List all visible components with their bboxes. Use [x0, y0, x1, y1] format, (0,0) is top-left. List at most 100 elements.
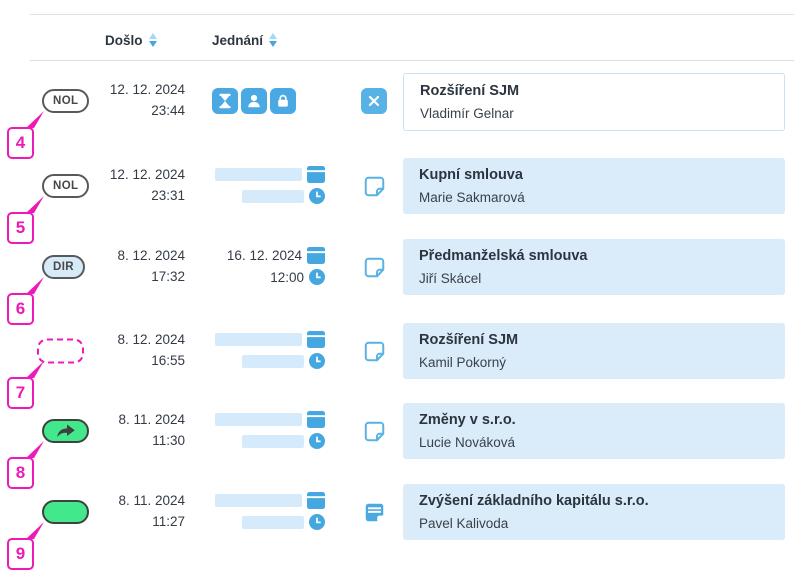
calendar-icon — [307, 410, 325, 428]
annotation-tail — [25, 522, 45, 539]
empty-badge-slot[interactable] — [37, 338, 84, 364]
case-title: Rozšíření SJM — [420, 83, 520, 99]
clock-icon — [309, 188, 325, 204]
clock-icon — [309, 353, 325, 369]
annotation-tail — [25, 361, 45, 378]
clock-icon — [309, 433, 325, 449]
case-person: Kamil Pokorný — [419, 355, 507, 370]
top-divider — [30, 14, 794, 15]
case-title: Zvýšení základního kapitálu s.r.o. — [419, 493, 649, 509]
hourglass-icon — [219, 93, 231, 109]
hourglass-button[interactable] — [212, 88, 238, 114]
column-header-jednani[interactable]: Jednání — [212, 30, 278, 50]
lock-icon — [278, 94, 288, 107]
case-card[interactable]: Rozšíření SJM Kamil Pokorný — [403, 323, 785, 379]
case-title: Změny v s.r.o. — [419, 412, 516, 428]
calendar-icon — [307, 165, 325, 183]
annotation-tail — [25, 277, 45, 294]
case-title: Rozšíření SJM — [419, 332, 519, 348]
case-person: Lucie Nováková — [419, 435, 516, 450]
annotation-marker-4: 4 — [7, 127, 34, 159]
hearing-actions — [212, 88, 296, 114]
annotation-marker-6: 6 — [7, 293, 34, 325]
annotation-marker-8: 8 — [7, 457, 34, 489]
row-action — [352, 484, 396, 540]
user-icon — [248, 94, 260, 108]
received-time: 11:30 — [152, 433, 185, 448]
hearing-placeholder — [212, 163, 325, 207]
clock-icon — [309, 514, 325, 530]
table-row: NOL 5 12. 12. 2024 23:31 Kupní smlouva M… — [0, 158, 800, 244]
received-datetime: 8. 12. 2024 17:32 — [80, 245, 185, 287]
received-date: 12. 12. 2024 — [109, 82, 185, 97]
badge-label: NOL — [53, 95, 79, 107]
received-datetime: 8. 11. 2024 11:30 — [80, 409, 185, 451]
status-badge-nol[interactable]: NOL — [42, 89, 90, 113]
annotation-number: 6 — [15, 299, 26, 318]
sort-desc-icon — [269, 41, 278, 47]
annotation-number: 5 — [15, 218, 26, 237]
case-card[interactable]: Změny v s.r.o. Lucie Nováková — [403, 403, 785, 459]
hearing-time: 12:00 — [270, 269, 304, 285]
skeleton-bar — [215, 167, 302, 181]
note-outline-icon[interactable] — [362, 255, 387, 280]
table-row: DIR 6 8. 12. 2024 17:32 16. 12. 2024 12:… — [0, 239, 800, 325]
case-card[interactable]: Kupní smlouva Marie Sakmarová — [403, 158, 785, 214]
skeleton-bar — [215, 493, 302, 507]
note-outline-icon[interactable] — [362, 174, 387, 199]
received-date: 8. 12. 2024 — [117, 332, 185, 347]
annotation-tail — [25, 196, 45, 213]
skeleton-bar — [242, 515, 304, 529]
status-badge-green[interactable] — [42, 500, 89, 524]
annotation-number: 8 — [15, 463, 26, 482]
annotation-number: 9 — [15, 544, 26, 563]
forward-badge-button[interactable] — [42, 419, 89, 443]
case-card[interactable]: Rozšíření SJM Vladimír Gelnar — [403, 73, 785, 131]
annotation-marker-5: 5 — [7, 212, 34, 244]
column-header-label: Jednání — [212, 32, 264, 48]
case-title: Předmanželská smlouva — [419, 248, 588, 264]
close-button[interactable] — [361, 88, 387, 114]
column-header-label: Došlo — [105, 32, 143, 48]
badge-label: NOL — [53, 180, 79, 192]
lock-button[interactable] — [270, 88, 296, 114]
hearing-placeholder — [212, 408, 325, 452]
received-datetime: 8. 11. 2024 11:27 — [80, 490, 185, 532]
skeleton-bar — [242, 189, 304, 203]
table-row: 8 8. 11. 2024 11:30 Změny v s.r.o. Lucie… — [0, 403, 800, 489]
case-person: Marie Sakmarová — [419, 190, 525, 205]
received-time: 23:31 — [151, 188, 185, 203]
close-icon — [368, 95, 380, 107]
received-date: 8. 11. 2024 — [118, 412, 185, 427]
received-date: 8. 12. 2024 — [117, 248, 185, 263]
header-divider — [30, 60, 794, 61]
user-button[interactable] — [241, 88, 267, 114]
calendar-icon — [307, 246, 325, 264]
case-card[interactable]: Předmanželská smlouva Jiří Skácel — [403, 239, 785, 295]
hearing-placeholder — [212, 489, 325, 533]
sort-icon[interactable] — [148, 33, 157, 47]
column-header-doslo[interactable]: Došlo — [105, 30, 157, 50]
case-title: Kupní smlouva — [419, 167, 523, 183]
received-date: 8. 11. 2024 — [118, 493, 185, 508]
skeleton-bar — [215, 412, 302, 426]
sort-icon[interactable] — [269, 33, 278, 47]
note-filled-icon[interactable] — [362, 500, 387, 525]
skeleton-bar — [215, 332, 302, 346]
status-badge-nol[interactable]: NOL — [42, 174, 90, 198]
hearing-datetime: 16. 12. 2024 12:00 — [212, 244, 325, 288]
annotation-number: 4 — [15, 133, 26, 152]
case-person: Jiří Skácel — [419, 271, 482, 286]
annotation-marker-7: 7 — [7, 377, 34, 409]
annotation-marker-9: 9 — [7, 538, 34, 570]
table-row: NOL 4 12. 12. 2024 23:44 Rozšíření SJM V — [0, 73, 800, 159]
sort-asc-icon — [148, 33, 157, 39]
row-action — [352, 158, 396, 214]
status-badge-dir[interactable]: DIR — [42, 255, 86, 279]
note-outline-icon[interactable] — [362, 339, 387, 364]
note-outline-icon[interactable] — [362, 419, 387, 444]
row-action — [352, 323, 396, 379]
case-card[interactable]: Zvýšení základního kapitálu s.r.o. Pavel… — [403, 484, 785, 540]
clock-icon — [309, 269, 325, 285]
received-datetime: 12. 12. 2024 23:44 — [80, 79, 185, 121]
